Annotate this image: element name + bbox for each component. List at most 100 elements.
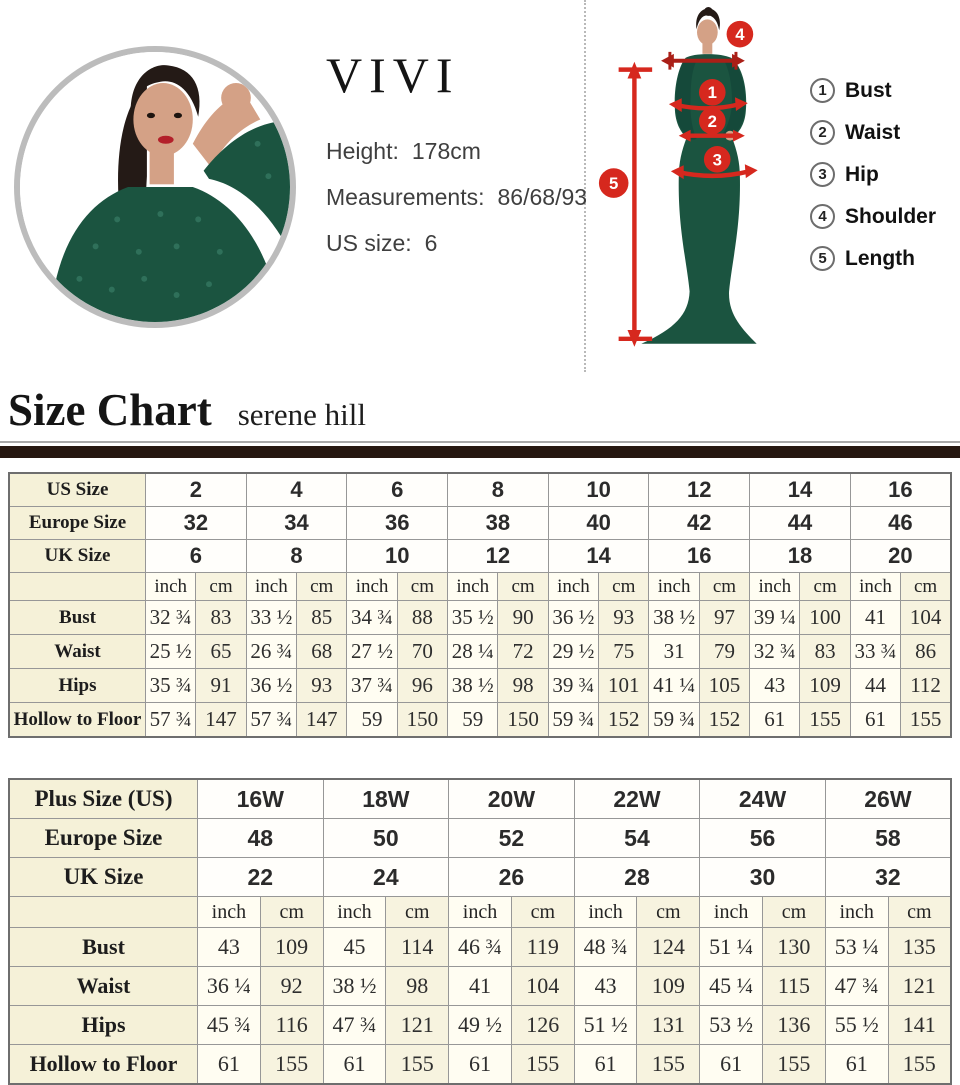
size-header-cell: 48: [197, 818, 324, 858]
legend-label: Length: [845, 246, 915, 270]
unit-inch-cell: inch: [346, 572, 398, 601]
page-title: Size Chart: [8, 385, 212, 435]
measurement-figure-panel: 1 2 3 4 5 1 Bust 2 Waist 3 Hip: [586, 0, 960, 378]
measurement-inch-cell: 61: [197, 1044, 261, 1085]
unit-cm-cell: cm: [887, 896, 952, 928]
measurement-cm-cell: 155: [259, 1044, 324, 1085]
size-header-cell: 8: [245, 539, 348, 573]
unit-cm-cell: cm: [598, 572, 650, 601]
size-header-cell: 26W: [824, 778, 952, 819]
measurement-cm-cell: 92: [259, 966, 324, 1006]
legend-item-bust: 1 Bust: [810, 78, 936, 103]
table-row: Europe Size 32 34 36 38 40 42 44 46: [8, 506, 952, 540]
unit-cm-cell: cm: [698, 572, 751, 601]
measurement-cm-cell: 114: [385, 927, 450, 967]
measurement-inch-cell: 28 ¼: [447, 634, 499, 669]
size-header-cell: 40: [547, 506, 650, 540]
unit-row: inch cm inch cm inch cm inch cm inch cm inch cm inch…: [8, 572, 952, 601]
unit-cm-cell: cm: [799, 572, 851, 601]
measurement-inch-cell: 61: [849, 702, 902, 738]
figure-hair: [696, 8, 720, 31]
measurement-cm-cell: 150: [497, 702, 549, 738]
size-header-cell: 22: [197, 857, 324, 897]
measurement-inch-cell: 51 ½: [573, 1005, 638, 1045]
row-label-cell: Hips: [8, 1005, 198, 1045]
legend-item-hip: 3 Hip: [810, 162, 936, 187]
length-arrow: [618, 67, 653, 342]
row-label-cell: Waist: [8, 966, 198, 1006]
circled-1-icon: 1: [810, 78, 835, 103]
unit-inch-cell: inch: [573, 896, 638, 928]
table-row: Hollow to Floor 57 ¾ 147 57 ¾ 147 59 150 59 150 5…: [8, 702, 952, 738]
unit-cm-cell: cm: [497, 572, 549, 601]
measurement-cm-cell: 79: [698, 634, 751, 669]
size-header-cell: 56: [699, 818, 826, 858]
size-header-cell: 14: [749, 472, 851, 507]
measurement-inch-cell: 38 ½: [322, 966, 387, 1006]
size-header-cell: 4: [245, 472, 348, 507]
measurement-inch-cell: 44: [849, 668, 902, 703]
measurement-inch-cell: 39 ¼: [749, 600, 801, 635]
measurement-cm-cell: 104: [900, 600, 952, 635]
unit-cm-cell: cm: [900, 572, 952, 601]
row-label-cell: US Size: [8, 472, 146, 507]
model-photo: [14, 46, 296, 328]
legend-label: Shoulder: [845, 204, 937, 228]
marker-4-label: 4: [735, 25, 745, 44]
measurement-inch-cell: 36 ½: [245, 668, 298, 703]
measurement-inch-cell: 45 ¼: [699, 966, 764, 1006]
size-header-cell: 16W: [197, 778, 324, 819]
measurement-inch-cell: 49 ½: [448, 1005, 512, 1045]
height-label: Height:: [326, 138, 399, 164]
model-us-size: US size: 6: [326, 230, 587, 257]
measurement-inch-cell: 34 ¾: [346, 600, 398, 635]
section-heading: Size Chart serene hill: [0, 384, 960, 436]
model-info: VIVI Height: 178cm Measurements: 86/68/93 …: [326, 0, 587, 372]
marker-4-shoulder: [726, 20, 754, 48]
table-row: Europe Size 48 50 52 54 56 58: [8, 818, 952, 858]
measurement-cm-cell: 152: [698, 702, 751, 738]
measurement-inch-cell: 43: [197, 927, 261, 967]
standard-size-table: US Size 2 4 6 8 10 12 14 16 Europe Size 32 34 36 38 40…: [8, 472, 952, 738]
measurement-inch-cell: 32 ¾: [749, 634, 801, 669]
measurement-cm-cell: 155: [762, 1044, 826, 1085]
measurement-cm-cell: 115: [762, 966, 826, 1006]
size-header-cell: 20W: [448, 778, 575, 819]
measurement-cm-cell: 155: [636, 1044, 701, 1085]
measurement-cm-cell: 121: [887, 966, 952, 1006]
measurement-cm-cell: 147: [195, 702, 247, 738]
unit-inch-cell: inch: [699, 896, 764, 928]
size-header-cell: 10: [346, 539, 449, 573]
measurement-inch-cell: 27 ½: [346, 634, 398, 669]
size-header-cell: 28: [573, 857, 701, 897]
measurement-legend: 1 Bust 2 Waist 3 Hip 4 Shoulder 5 Length: [810, 78, 936, 271]
measurement-inch-cell: 59: [447, 702, 499, 738]
measurement-inch-cell: 43: [573, 966, 638, 1006]
measurement-cm-cell: 155: [887, 1044, 952, 1085]
measurement-cm-cell: 93: [598, 600, 650, 635]
unit-cm-cell: cm: [396, 572, 449, 601]
unit-inch-cell: inch: [245, 572, 298, 601]
measurement-inch-cell: 55 ½: [824, 1005, 889, 1045]
marker-3-label: 3: [713, 150, 722, 169]
measurement-inch-cell: 31: [648, 634, 700, 669]
measurement-cm-cell: 119: [510, 927, 575, 967]
size-header-cell: 52: [448, 818, 575, 858]
table-row: UK Size 6 8 10 12 14 16 18 20: [8, 539, 952, 573]
row-label-cell: Waist: [8, 634, 146, 669]
measurements-label: Measurements:: [326, 184, 485, 210]
unit-inch-cell: inch: [824, 896, 889, 928]
unit-inch-cell: inch: [448, 896, 512, 928]
measurement-cm-cell: 96: [396, 668, 449, 703]
legend-item-shoulder: 4 Shoulder: [810, 204, 936, 229]
row-label-cell: Hips: [8, 668, 146, 703]
measurement-inch-cell: 39 ¾: [547, 668, 600, 703]
size-header-cell: 6: [346, 472, 449, 507]
unit-cm-cell: cm: [762, 896, 826, 928]
measurement-cm-cell: 86: [900, 634, 952, 669]
measurement-inch-cell: 33 ½: [245, 600, 298, 635]
measurement-inch-cell: 61: [322, 1044, 387, 1085]
measurement-cm-cell: 100: [799, 600, 851, 635]
divider-bar: [0, 446, 960, 458]
